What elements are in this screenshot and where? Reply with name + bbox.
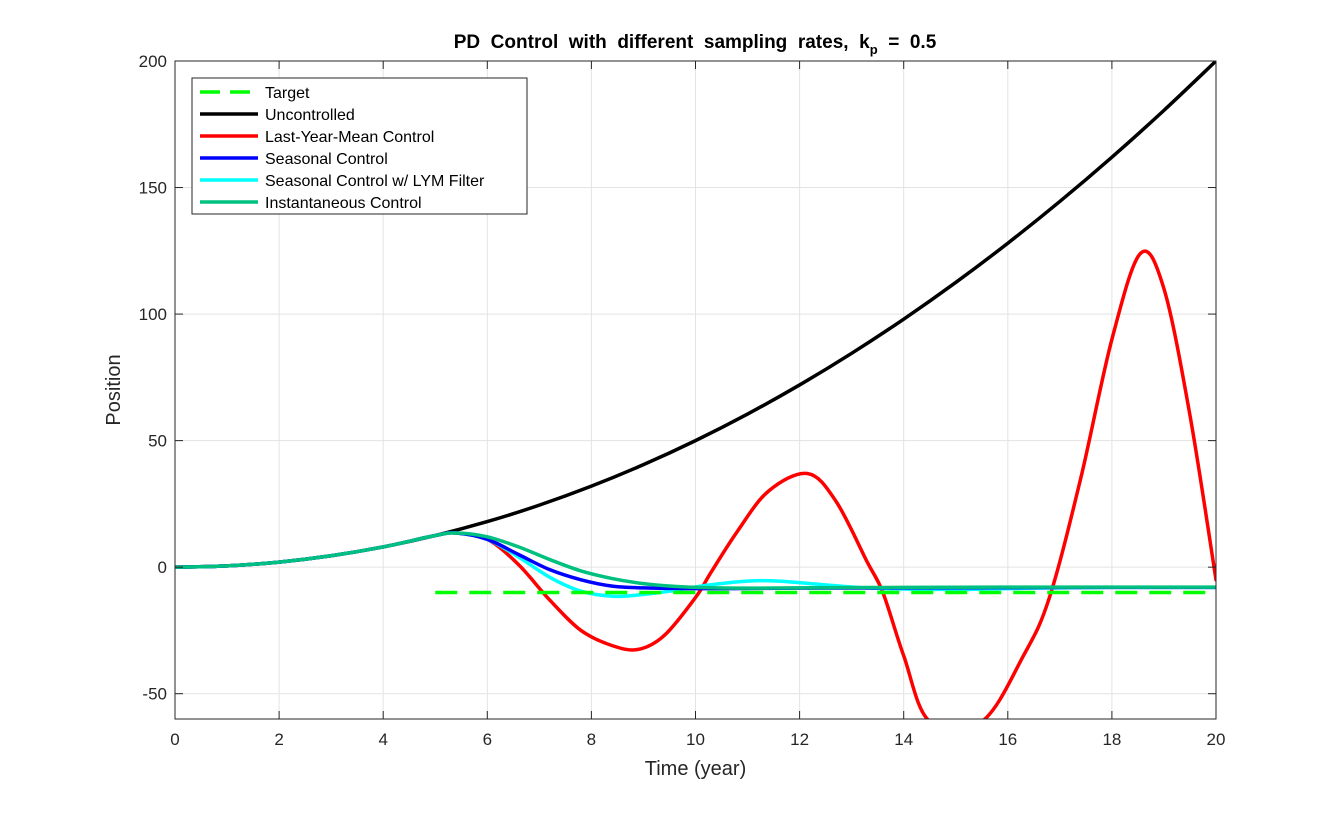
x-tick-label: 0 (170, 730, 179, 749)
axis-ticks: 0 2 4 6 8 10 12 14 16 18 20 -50 0 50 100 150 200 (139, 52, 1226, 749)
legend: Target Uncontrolled Last-Year-Mean Control… (191, 77, 528, 215)
legend-entry: Instantaneous Control (265, 195, 422, 212)
chart-title: PD Control with different sampling rates… (454, 32, 937, 57)
x-tick-label: 4 (378, 730, 387, 749)
series-line-instantaneous-control (175, 531, 1216, 590)
legend-entry: Seasonal Control (265, 151, 388, 168)
y-tick-label: 150 (139, 179, 167, 198)
y-axis-title: Position (103, 354, 125, 425)
legend-box (191, 77, 528, 215)
x-tick-label: 18 (1102, 730, 1121, 749)
series-layer (175, 61, 1216, 719)
y-tick-label: 100 (139, 305, 167, 324)
legend-entry: Target (265, 85, 310, 102)
y-tick-label: 50 (148, 432, 167, 451)
x-axis-title: Time (year) (645, 758, 746, 780)
x-tick-label: 20 (1207, 730, 1226, 749)
chart-title-suffix: = 0.5 (878, 32, 937, 53)
x-tick-label: 8 (587, 730, 596, 749)
chart-title-subscript: p (870, 42, 878, 57)
x-tick-label: 16 (998, 730, 1017, 749)
chart-title-main: PD Control with different sampling rates… (454, 32, 870, 53)
legend-entry: Seasonal Control w/ LYM Filter (265, 173, 485, 190)
y-tick-label: -50 (142, 685, 167, 704)
legend-entry: Last-Year-Mean Control (265, 129, 434, 146)
x-tick-label: 2 (274, 730, 283, 749)
x-tick-label: 10 (686, 730, 705, 749)
y-tick-label: 200 (139, 52, 167, 71)
legend-entry: Uncontrolled (265, 107, 355, 124)
x-tick-label: 12 (790, 730, 809, 749)
x-tick-label: 6 (483, 730, 492, 749)
y-tick-label: 0 (158, 558, 167, 577)
x-tick-label: 14 (894, 730, 913, 749)
